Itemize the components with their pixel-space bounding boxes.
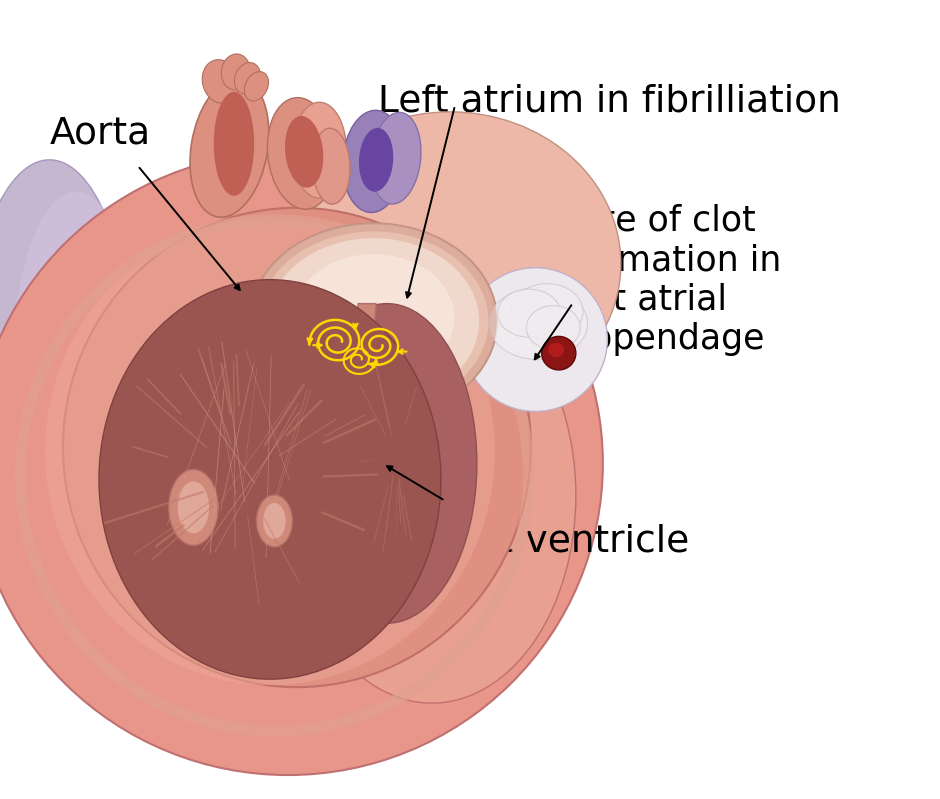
Ellipse shape xyxy=(202,60,239,103)
Ellipse shape xyxy=(244,72,269,101)
Ellipse shape xyxy=(190,78,269,217)
Ellipse shape xyxy=(359,128,393,192)
Ellipse shape xyxy=(526,305,580,350)
Ellipse shape xyxy=(371,113,421,204)
Ellipse shape xyxy=(0,160,131,559)
Ellipse shape xyxy=(292,254,454,382)
Ellipse shape xyxy=(463,268,607,411)
Ellipse shape xyxy=(168,470,218,545)
Ellipse shape xyxy=(285,116,323,188)
Text: Aorta: Aorta xyxy=(50,116,150,152)
Ellipse shape xyxy=(250,224,497,419)
Ellipse shape xyxy=(178,481,210,534)
Ellipse shape xyxy=(13,192,139,527)
Text: Left ventricle: Left ventricle xyxy=(443,523,689,559)
Ellipse shape xyxy=(99,280,441,679)
Ellipse shape xyxy=(221,54,250,89)
Text: Left atrium in fibrilliation: Left atrium in fibrilliation xyxy=(378,84,840,120)
Ellipse shape xyxy=(234,62,260,94)
Ellipse shape xyxy=(292,102,347,198)
Ellipse shape xyxy=(0,152,603,775)
Ellipse shape xyxy=(213,92,254,196)
Ellipse shape xyxy=(257,495,292,547)
Ellipse shape xyxy=(541,336,576,370)
Ellipse shape xyxy=(279,112,620,415)
Ellipse shape xyxy=(268,238,479,404)
Ellipse shape xyxy=(267,97,336,209)
Ellipse shape xyxy=(263,503,286,539)
Text: Site of clot
formation in
left atrial
appendage: Site of clot formation in left atrial ap… xyxy=(570,204,781,356)
Ellipse shape xyxy=(288,288,576,703)
Ellipse shape xyxy=(45,217,494,685)
Ellipse shape xyxy=(489,288,588,360)
Ellipse shape xyxy=(511,284,583,340)
Ellipse shape xyxy=(548,343,564,357)
Ellipse shape xyxy=(312,129,350,204)
Ellipse shape xyxy=(343,110,404,213)
Ellipse shape xyxy=(497,289,560,337)
Ellipse shape xyxy=(297,304,477,623)
Ellipse shape xyxy=(63,208,531,687)
Polygon shape xyxy=(337,304,376,591)
